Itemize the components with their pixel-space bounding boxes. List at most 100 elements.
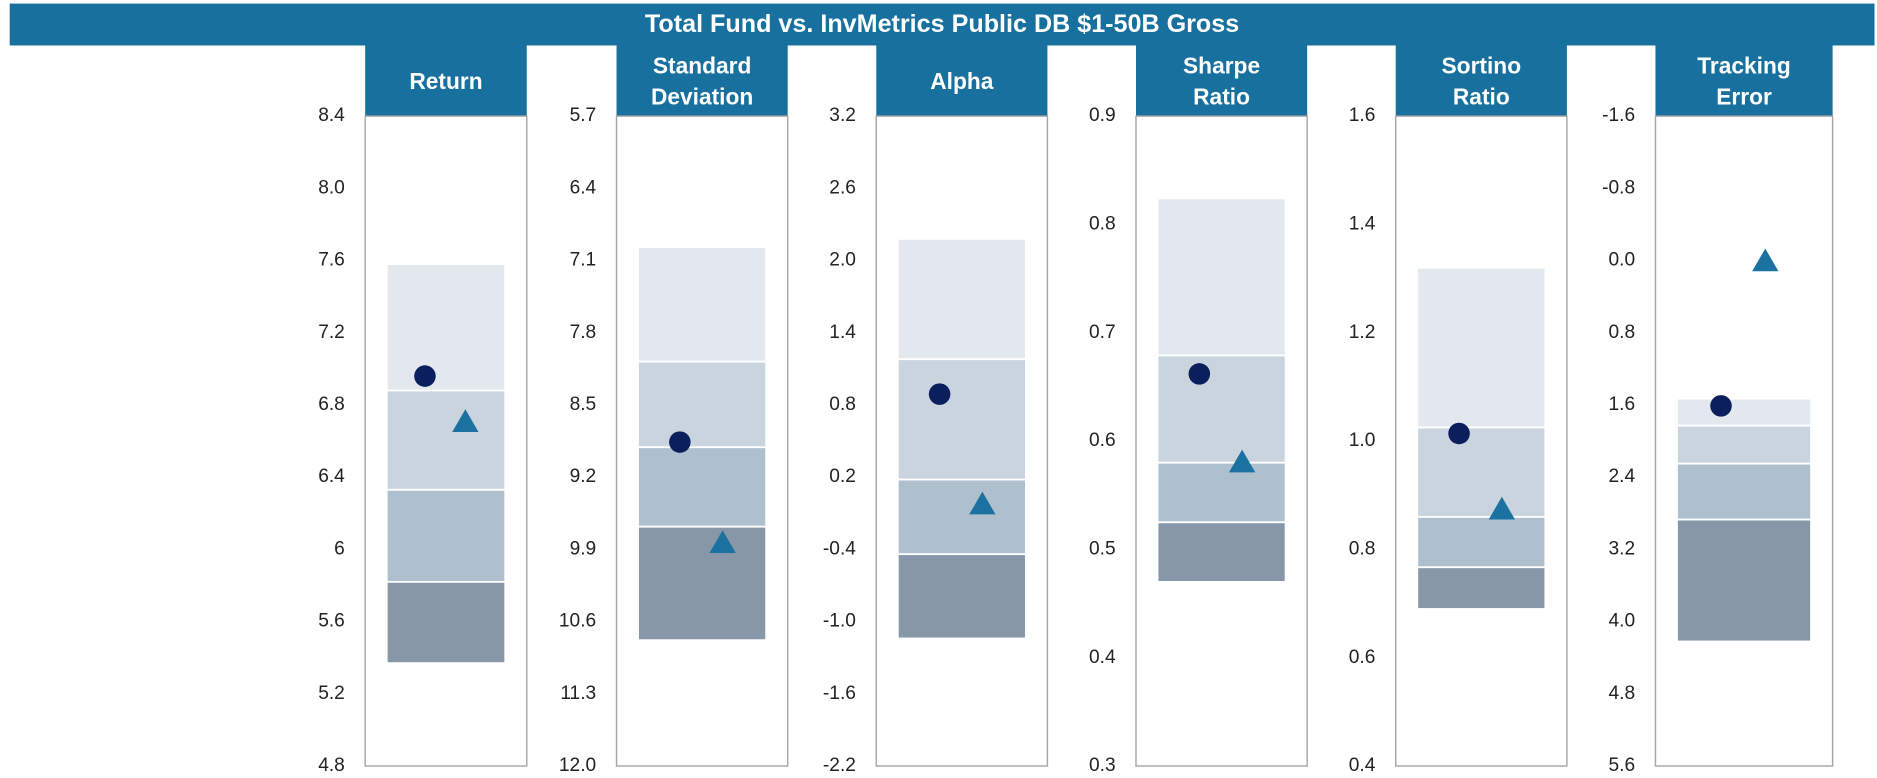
- y-tick-label: 5.2: [318, 683, 345, 704]
- percentile-band: [1416, 266, 1547, 429]
- percentile-band: [1416, 515, 1547, 569]
- y-tick-label: 8.0: [318, 177, 345, 198]
- y-tick-label: 5.6: [318, 611, 345, 632]
- panel-header: [1655, 45, 1833, 117]
- panel-title: Sharpe: [1183, 53, 1260, 79]
- y-tick-label: 9.2: [570, 466, 597, 487]
- y-tick-label: 6.8: [318, 394, 345, 415]
- panel-header: [1395, 45, 1567, 117]
- y-tick-label: 6.4: [318, 466, 345, 487]
- y-tick-label: 7.2: [318, 322, 345, 343]
- marker-triangle: [1488, 496, 1516, 520]
- percentile-band: [1156, 197, 1287, 357]
- y-tick-label: 4.8: [318, 755, 345, 776]
- y-tick-label: 1.0: [1349, 430, 1376, 451]
- y-tick-label: -0.8: [1602, 177, 1635, 198]
- y-tick-label: 4.0: [1608, 611, 1635, 632]
- y-tick-label: 1.4: [829, 322, 856, 343]
- panel-header: [616, 45, 788, 117]
- marker-triangle: [709, 530, 736, 553]
- panel-title: Tracking: [1697, 53, 1791, 79]
- percentile-band: [896, 553, 1027, 640]
- marker-triangle: [452, 409, 479, 432]
- percentile-band: [896, 237, 1027, 361]
- y-tick-label: 0.5: [1089, 538, 1116, 559]
- chart-title: Total Fund vs. InvMetrics Public DB $1-5…: [645, 10, 1239, 38]
- percentile-band: [1416, 566, 1547, 610]
- marker-circle: [669, 431, 691, 453]
- y-tick-label: 2.0: [829, 250, 856, 271]
- marker-circle: [1448, 422, 1470, 445]
- panel-title: Return: [409, 68, 482, 94]
- y-tick-label: 8.5: [570, 394, 597, 415]
- y-tick-label: 0.4: [1349, 755, 1376, 776]
- marker-triangle: [1228, 449, 1256, 473]
- y-tick-label: 5.7: [570, 105, 597, 126]
- percentile-band: [637, 525, 768, 642]
- y-tick-label: 0.8: [1349, 538, 1376, 559]
- y-tick-label: 12.0: [559, 755, 596, 776]
- y-tick-label: 8.4: [318, 105, 345, 126]
- percentile-band: [1416, 426, 1547, 518]
- marker-circle: [1710, 395, 1732, 417]
- y-tick-label: 0.6: [1089, 430, 1116, 451]
- panel-header: [365, 45, 527, 117]
- panel-header: [1135, 45, 1308, 117]
- title-bar: [9, 3, 1875, 46]
- panel-header: [876, 45, 1048, 117]
- percentile-band: [1156, 461, 1287, 524]
- y-tick-label: 0.3: [1089, 755, 1116, 776]
- y-tick-label: 0.6: [1349, 647, 1376, 668]
- percentile-band: [1156, 521, 1287, 583]
- percentile-band: [1676, 462, 1812, 521]
- y-tick-label: 11.3: [560, 683, 596, 704]
- marker-triangle: [1752, 248, 1779, 272]
- panel-title: Error: [1716, 84, 1772, 110]
- y-tick-label: 1.4: [1349, 213, 1376, 234]
- y-tick-label: -2.2: [823, 755, 856, 776]
- marker-circle: [1188, 363, 1211, 385]
- y-tick-label: 0.7: [1089, 322, 1116, 343]
- y-tick-label: 9.9: [570, 538, 597, 559]
- percentile-band: [896, 358, 1027, 481]
- percentile-band: [385, 263, 507, 392]
- y-tick-label: 1.6: [1349, 105, 1376, 126]
- panel-title: Sortino: [1442, 53, 1522, 79]
- y-tick-label: 0.9: [1089, 105, 1116, 126]
- y-tick-label: 1.2: [1349, 322, 1376, 343]
- percentile-band: [637, 360, 768, 449]
- y-tick-label: 5.6: [1608, 755, 1635, 776]
- panel-title: Ratio: [1193, 84, 1250, 110]
- percentile-band: [637, 446, 768, 528]
- marker-circle: [928, 383, 951, 405]
- y-tick-label: 7.1: [570, 250, 597, 271]
- percentile-band: [1676, 518, 1812, 643]
- y-tick-label: 7.6: [318, 250, 345, 271]
- marker-circle: [414, 365, 436, 387]
- y-tick-label: 0.8: [1608, 322, 1635, 343]
- y-tick-label: 0.0: [1608, 250, 1635, 271]
- y-tick-label: 2.4: [1608, 466, 1635, 487]
- percentile-band: [385, 488, 507, 583]
- y-tick-label: 4.8: [1608, 683, 1635, 704]
- y-tick-label: 10.6: [559, 611, 596, 632]
- percentile-band: [896, 478, 1027, 556]
- percentile-band: [385, 580, 507, 665]
- panel-title: Standard: [653, 53, 752, 79]
- y-tick-label: 2.6: [829, 177, 856, 198]
- percentile-band: [1676, 397, 1812, 427]
- y-tick-label: 6: [334, 538, 345, 559]
- y-tick-label: 3.2: [829, 105, 856, 126]
- y-tick-label: 0.8: [1089, 213, 1116, 234]
- y-tick-label: 3.2: [1608, 538, 1635, 559]
- y-tick-label: 7.8: [570, 322, 597, 343]
- percentile-band: [1676, 424, 1812, 465]
- y-tick-label: 6.4: [570, 177, 597, 198]
- percentile-band: [1156, 354, 1287, 464]
- y-tick-label: -1.6: [1602, 105, 1635, 126]
- y-tick-label: 1.6: [1608, 394, 1635, 415]
- panel-title: Ratio: [1453, 84, 1510, 110]
- panel-title: Alpha: [930, 68, 994, 94]
